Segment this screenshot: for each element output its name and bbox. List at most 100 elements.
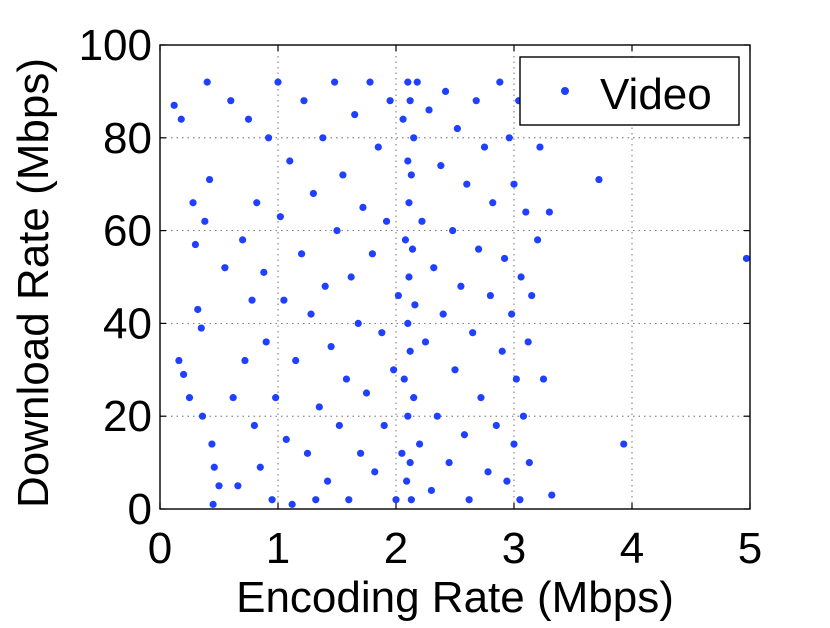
data-point [298,250,306,258]
data-point [362,389,371,397]
data-point [503,477,511,485]
data-point [405,199,413,207]
data-point [510,440,518,448]
data-point [406,97,414,105]
y-tick-label: 40 [103,299,152,348]
data-point [357,449,365,457]
data-point [180,370,188,379]
data-point [276,213,284,221]
data-point [241,356,249,365]
data-point [516,496,524,504]
data-point [371,468,379,476]
data-point [441,87,450,95]
data-point [260,268,268,276]
data-point [392,496,400,504]
data-point [307,310,315,318]
x-tick-label: 2 [384,524,408,573]
data-point [359,203,367,211]
data-point [486,291,494,300]
data-point [407,171,415,179]
data-point [539,375,548,383]
data-point [407,496,415,504]
data-point [333,227,341,235]
data-point [177,115,185,123]
data-point [416,440,424,448]
x-tick-label: 0 [148,524,172,573]
data-point [351,111,359,119]
data-point [374,143,382,151]
data-point [286,157,294,165]
data-point [405,273,413,281]
data-point [536,143,544,151]
data-point [425,106,433,114]
data-point [323,477,332,485]
legend: Video [519,56,740,126]
data-point [449,227,457,235]
legend-marker [561,87,569,95]
data-point [545,208,554,216]
data-point [342,375,351,383]
data-point [208,440,216,448]
data-point [430,264,438,272]
data-point [595,175,603,184]
axis-tick-labels: 0 1 2 3 4 5 0 20 40 60 80 100 [79,21,763,573]
data-point [272,394,280,402]
data-point [203,78,211,86]
data-point [445,459,453,467]
data-point [339,171,347,179]
y-tick-label: 20 [103,392,152,441]
data-point [400,375,408,383]
data-point [500,254,509,263]
data-point [280,296,288,304]
data-point [191,240,199,249]
data-point [386,97,394,105]
x-tick-label: 5 [738,524,762,573]
data-point [463,180,471,188]
data-point [335,421,343,430]
x-tick-label: 1 [266,524,290,573]
data-point [253,199,261,207]
data-point [197,324,205,332]
data-point [244,115,253,123]
data-point [309,189,317,198]
data-point [522,208,530,216]
data-point [465,496,473,504]
data-point [534,236,542,244]
data-point [469,329,477,337]
data-point [496,78,504,86]
data-point [453,124,461,133]
data-point [508,310,516,318]
data-point [525,459,533,467]
data-point [185,394,194,402]
data-point [517,273,525,281]
legend-label: Video [600,70,712,119]
data-point [380,421,388,430]
data-point [331,78,339,86]
data-point [262,338,270,346]
data-point [457,282,465,290]
data-point [394,291,402,300]
data-point [548,491,556,499]
data-point [403,477,411,485]
data-point [282,435,290,443]
data-point [489,199,497,207]
data-point [221,264,229,272]
data-point [484,468,492,476]
data-point [321,282,329,290]
data-point [201,217,209,225]
data-point [264,134,273,142]
data-point [421,338,430,346]
axis-ticks [159,44,751,510]
data-point [248,296,256,304]
data-point [451,366,459,374]
data-point [382,217,391,225]
data-point [411,301,419,309]
x-tick-label: 4 [620,524,644,573]
data-point [268,496,276,504]
data-point [390,366,398,374]
data-point [239,236,247,244]
data-point [345,496,353,504]
data-point [475,245,483,253]
data-point [319,134,327,142]
